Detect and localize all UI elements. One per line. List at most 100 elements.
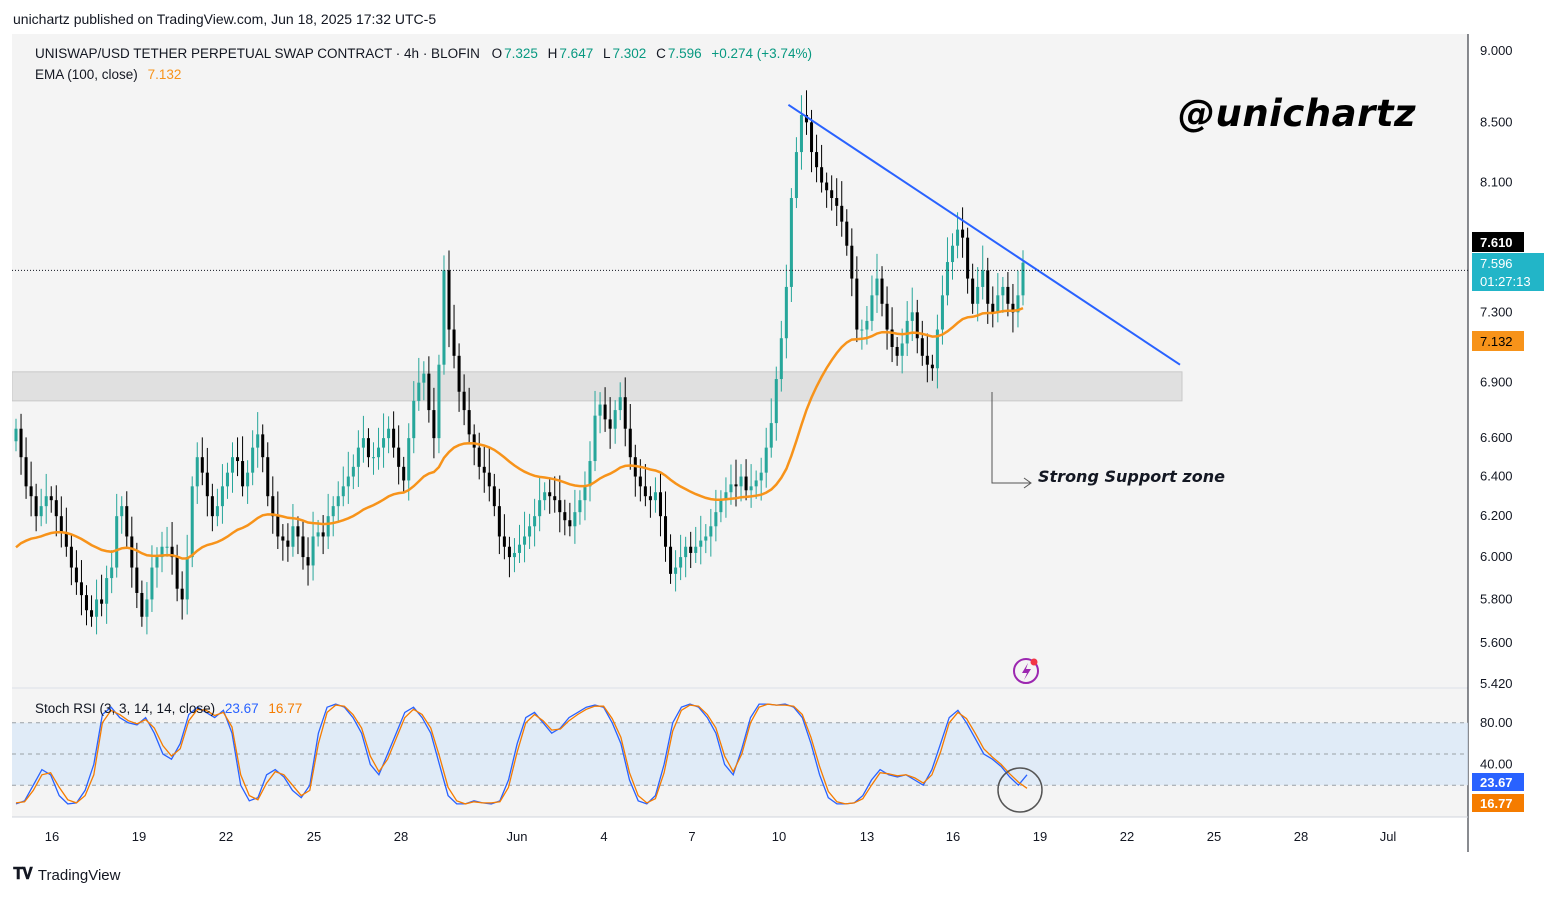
footer-brand[interactable]: 𝐓𝐕 TradingView (13, 866, 120, 884)
y-tick-label: 6.400 (1480, 469, 1513, 484)
candle-body (719, 500, 723, 513)
stoch-k-line (15, 703, 1028, 805)
x-tick-label: 4 (600, 829, 607, 844)
candle-body (84, 595, 89, 611)
candle-body (523, 536, 527, 545)
ema-price-label-text: 7.132 (1480, 334, 1513, 349)
candle-body (840, 205, 844, 222)
candle-body (200, 457, 204, 473)
candle-body (170, 546, 174, 558)
candle-body (689, 546, 693, 553)
candle-body (850, 245, 854, 279)
candle-body (90, 610, 94, 617)
candle-body (74, 567, 78, 583)
candle-body (704, 536, 708, 541)
candle-body (34, 496, 38, 517)
stoch-d-value: 16.77 (268, 701, 303, 716)
stoch-highlight-circle (997, 767, 1043, 813)
candle-body (598, 404, 602, 416)
open-label: O (491, 46, 503, 61)
candle-body (996, 295, 1000, 313)
candle-body (1016, 295, 1020, 313)
support-zone-arrowhead (1023, 477, 1032, 489)
y-tick-label: 6.200 (1480, 508, 1513, 523)
candle-body (543, 492, 547, 501)
candle-body (236, 457, 240, 462)
candle-body (794, 152, 798, 199)
y-tick-label: 5.420 (1480, 676, 1513, 691)
candle-body (789, 198, 793, 287)
candle-body (714, 512, 718, 527)
candle-body (175, 557, 179, 589)
close-label: C (656, 46, 666, 61)
candle-body (553, 496, 557, 501)
candle-body (482, 466, 486, 473)
x-tick-label: Jun (507, 829, 528, 844)
stoch-legend: Stoch RSI (3, 3, 14, 14, close) 23.67 16… (35, 701, 304, 716)
candle-body (79, 582, 83, 596)
stoch-y-tick-label: 40.00 (1480, 756, 1513, 771)
candle-body (296, 526, 300, 537)
candle-body (674, 567, 678, 574)
candle-body (452, 329, 456, 356)
candle-body (754, 480, 758, 487)
candle-body (371, 457, 375, 459)
descending-trendline (787, 104, 1181, 366)
candle-body (316, 532, 320, 537)
candle-body (492, 486, 496, 507)
candle-body (427, 373, 431, 411)
candle-body (895, 346, 899, 356)
candle-body (19, 428, 23, 458)
x-tick-label: 28 (1294, 829, 1308, 844)
candle-body (930, 364, 934, 369)
candle-body (986, 270, 990, 304)
candle-body (487, 472, 491, 487)
candle-body (321, 532, 325, 537)
chart-frame: 9.000 8.500 8.100 7.300 6.900 6.600 6.400 6.200… (11, 34, 1550, 852)
candle-body (356, 447, 360, 467)
candle-body (165, 546, 169, 548)
candle-body (366, 438, 370, 458)
candle-body (311, 536, 315, 566)
ema-group (15, 306, 1024, 560)
y-tick-label: 8.500 (1480, 114, 1513, 129)
candle-body (774, 379, 778, 424)
candle-body (346, 476, 350, 487)
candle-body (130, 536, 134, 568)
stoch-d-label-text: 16.77 (1480, 796, 1513, 811)
candle-body (462, 391, 466, 411)
candle-body (935, 329, 939, 369)
candle-body (49, 496, 53, 501)
candle-body (135, 567, 139, 593)
candle-body (734, 484, 738, 487)
high-label: H (547, 46, 558, 61)
candle-body (1021, 262, 1025, 296)
candle-body (744, 476, 748, 491)
y-tick-label: 5.600 (1480, 635, 1513, 650)
candle-body (417, 382, 421, 401)
candle-body (784, 286, 788, 339)
candle-body (578, 500, 582, 513)
low-value: 7.302 (612, 46, 647, 61)
candle-body (251, 447, 255, 473)
support-zone-rect (11, 371, 1183, 402)
candle-body (658, 492, 662, 517)
candle-body (477, 447, 481, 467)
candle-body (900, 343, 904, 356)
candle-body (820, 167, 824, 183)
candle-body (729, 484, 733, 493)
candle-body (1011, 303, 1015, 313)
stoch-d-line (15, 703, 1028, 805)
candle-body (966, 237, 970, 279)
candle-body (54, 500, 58, 517)
candle-body (653, 492, 657, 501)
candle-body (699, 540, 703, 547)
candle-body (150, 567, 154, 600)
candle-body (538, 500, 542, 517)
candle-body (956, 229, 960, 246)
stoch-band (12, 722, 1468, 786)
tradingview-logo-icon: 𝐓𝐕 (13, 866, 33, 883)
open-value: 7.325 (504, 46, 538, 61)
candle-body (528, 526, 532, 537)
alert-icon-dot (1030, 658, 1038, 666)
